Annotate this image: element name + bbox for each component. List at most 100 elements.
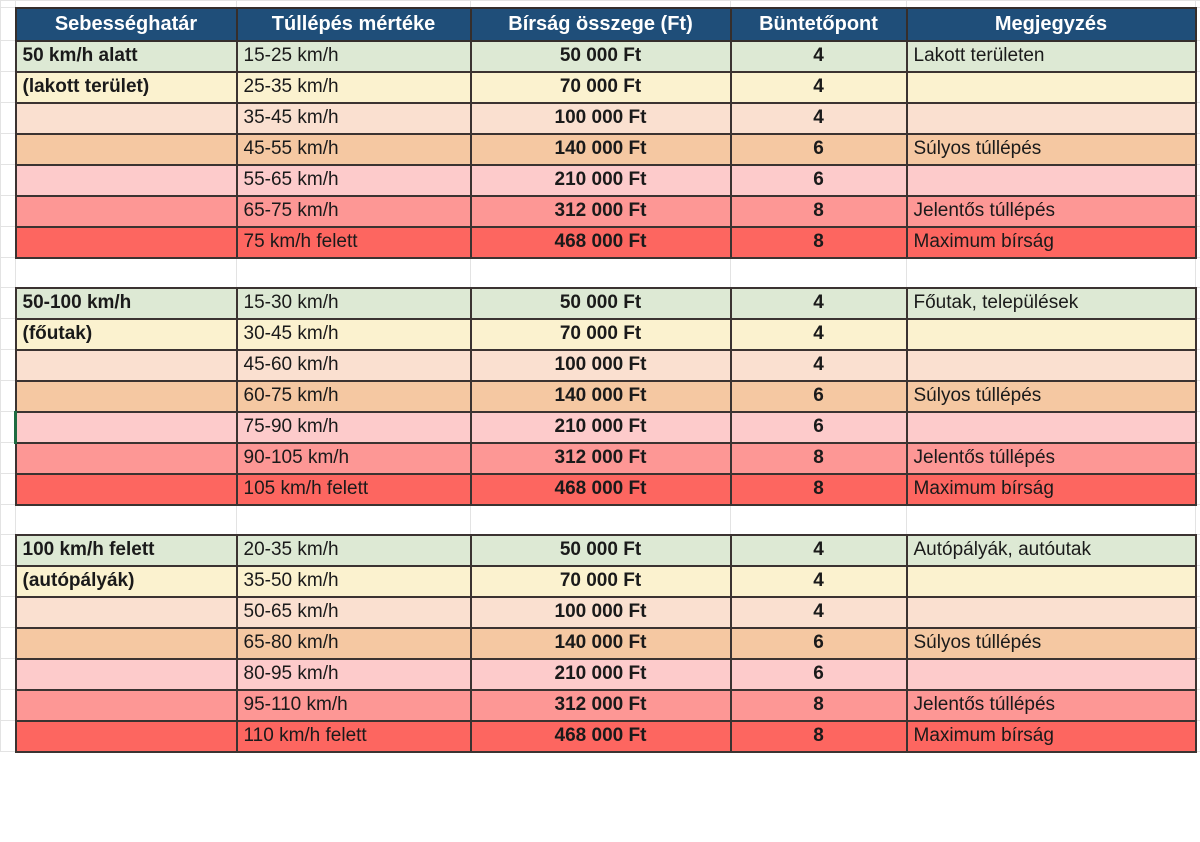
range-cell[interactable]: 30-45 km/h xyxy=(235,317,472,351)
fine-cell[interactable]: 50 000 Ft xyxy=(469,286,732,320)
fine-cell[interactable]: 312 000 Ft xyxy=(469,441,732,475)
points-cell[interactable]: 4 xyxy=(729,39,908,73)
range-cell[interactable]: 80-95 km/h xyxy=(235,657,472,691)
limit-cell[interactable] xyxy=(14,225,238,259)
points-cell[interactable]: 6 xyxy=(729,410,908,444)
fine-cell[interactable]: 140 000 Ft xyxy=(469,379,732,413)
fine-cell[interactable]: 100 000 Ft xyxy=(469,595,732,629)
points-cell[interactable]: 8 xyxy=(729,225,908,259)
range-cell[interactable]: 45-55 km/h xyxy=(235,132,472,166)
note-cell[interactable] xyxy=(905,595,1197,629)
note-cell[interactable]: Maximum bírság xyxy=(905,225,1197,259)
range-cell[interactable]: 65-80 km/h xyxy=(235,626,472,660)
limit-cell[interactable] xyxy=(14,194,238,228)
note-cell[interactable] xyxy=(905,410,1197,444)
limit-cell[interactable] xyxy=(14,595,238,629)
range-cell[interactable]: 55-65 km/h xyxy=(235,163,472,197)
points-cell[interactable]: 4 xyxy=(729,286,908,320)
range-cell[interactable]: 25-35 km/h xyxy=(235,70,472,104)
limit-cell[interactable] xyxy=(14,657,238,691)
fine-cell[interactable]: 140 000 Ft xyxy=(469,132,732,166)
note-cell[interactable] xyxy=(905,657,1197,691)
column-header-fine[interactable]: Bírság összege (Ft) xyxy=(469,6,732,42)
points-cell[interactable]: 6 xyxy=(729,657,908,691)
limit-cell[interactable] xyxy=(14,348,238,382)
limit-cell[interactable]: (lakott terület) xyxy=(14,70,238,104)
column-header-note[interactable]: Megjegyzés xyxy=(905,6,1197,42)
points-cell[interactable]: 8 xyxy=(729,688,908,722)
points-cell[interactable]: 6 xyxy=(729,379,908,413)
range-cell[interactable]: 75-90 km/h xyxy=(235,410,472,444)
fine-cell[interactable]: 468 000 Ft xyxy=(469,472,732,506)
points-cell[interactable]: 4 xyxy=(729,533,908,567)
note-cell[interactable]: Jelentős túllépés xyxy=(905,194,1197,228)
note-cell[interactable]: Jelentős túllépés xyxy=(905,441,1197,475)
limit-cell[interactable] xyxy=(14,379,238,413)
fine-cell[interactable]: 312 000 Ft xyxy=(469,688,732,722)
fine-cell[interactable]: 312 000 Ft xyxy=(469,194,732,228)
fine-cell[interactable]: 50 000 Ft xyxy=(469,39,732,73)
limit-cell[interactable] xyxy=(14,441,238,475)
fine-cell[interactable]: 100 000 Ft xyxy=(469,101,732,135)
fine-cell[interactable]: 468 000 Ft xyxy=(469,719,732,753)
note-cell[interactable] xyxy=(905,101,1197,135)
limit-cell[interactable] xyxy=(14,472,238,506)
limit-cell[interactable]: (főutak) xyxy=(14,317,238,351)
limit-cell-selected[interactable] xyxy=(14,410,238,444)
range-cell[interactable]: 45-60 km/h xyxy=(235,348,472,382)
points-cell[interactable]: 6 xyxy=(729,626,908,660)
note-cell[interactable]: Lakott területen xyxy=(905,39,1197,73)
points-cell[interactable]: 8 xyxy=(729,719,908,753)
fine-cell[interactable]: 140 000 Ft xyxy=(469,626,732,660)
note-cell[interactable]: Jelentős túllépés xyxy=(905,688,1197,722)
limit-cell[interactable]: (autópályák) xyxy=(14,564,238,598)
fine-cell[interactable]: 210 000 Ft xyxy=(469,657,732,691)
range-cell[interactable]: 20-35 km/h xyxy=(235,533,472,567)
points-cell[interactable]: 4 xyxy=(729,70,908,104)
limit-cell[interactable]: 50-100 km/h xyxy=(14,286,238,320)
range-cell[interactable]: 60-75 km/h xyxy=(235,379,472,413)
limit-cell[interactable] xyxy=(14,163,238,197)
points-cell[interactable]: 8 xyxy=(729,194,908,228)
note-cell[interactable] xyxy=(905,70,1197,104)
note-cell[interactable]: Maximum bírság xyxy=(905,719,1197,753)
fine-cell[interactable]: 210 000 Ft xyxy=(469,410,732,444)
fine-cell[interactable]: 50 000 Ft xyxy=(469,533,732,567)
note-cell[interactable] xyxy=(905,564,1197,598)
fine-cell[interactable]: 70 000 Ft xyxy=(469,564,732,598)
note-cell[interactable]: Súlyos túllépés xyxy=(905,379,1197,413)
range-cell[interactable]: 35-45 km/h xyxy=(235,101,472,135)
limit-cell[interactable] xyxy=(14,719,238,753)
column-header-overspeed[interactable]: Túllépés mértéke xyxy=(235,6,472,42)
points-cell[interactable]: 6 xyxy=(729,163,908,197)
range-cell[interactable]: 15-25 km/h xyxy=(235,39,472,73)
note-cell[interactable] xyxy=(905,163,1197,197)
range-cell[interactable]: 75 km/h felett xyxy=(235,225,472,259)
limit-cell[interactable] xyxy=(14,101,238,135)
limit-cell[interactable] xyxy=(14,688,238,722)
limit-cell[interactable] xyxy=(14,132,238,166)
limit-cell[interactable] xyxy=(14,626,238,660)
points-cell[interactable]: 4 xyxy=(729,317,908,351)
note-cell[interactable] xyxy=(905,317,1197,351)
fine-cell[interactable]: 100 000 Ft xyxy=(469,348,732,382)
range-cell[interactable]: 95-110 km/h xyxy=(235,688,472,722)
note-cell[interactable]: Súlyos túllépés xyxy=(905,132,1197,166)
range-cell[interactable]: 90-105 km/h xyxy=(235,441,472,475)
column-header-points[interactable]: Büntetőpont xyxy=(729,6,908,42)
points-cell[interactable]: 4 xyxy=(729,348,908,382)
fine-cell[interactable]: 70 000 Ft xyxy=(469,317,732,351)
range-cell[interactable]: 50-65 km/h xyxy=(235,595,472,629)
note-cell[interactable]: Autópályák, autóutak xyxy=(905,533,1197,567)
range-cell[interactable]: 110 km/h felett xyxy=(235,719,472,753)
note-cell[interactable] xyxy=(905,348,1197,382)
fine-cell[interactable]: 70 000 Ft xyxy=(469,70,732,104)
range-cell[interactable]: 15-30 km/h xyxy=(235,286,472,320)
points-cell[interactable]: 8 xyxy=(729,441,908,475)
points-cell[interactable]: 4 xyxy=(729,101,908,135)
limit-cell[interactable]: 50 km/h alatt xyxy=(14,39,238,73)
points-cell[interactable]: 4 xyxy=(729,564,908,598)
fine-cell[interactable]: 210 000 Ft xyxy=(469,163,732,197)
range-cell[interactable]: 65-75 km/h xyxy=(235,194,472,228)
column-header-speed-limit[interactable]: Sebességhatár xyxy=(14,6,238,42)
